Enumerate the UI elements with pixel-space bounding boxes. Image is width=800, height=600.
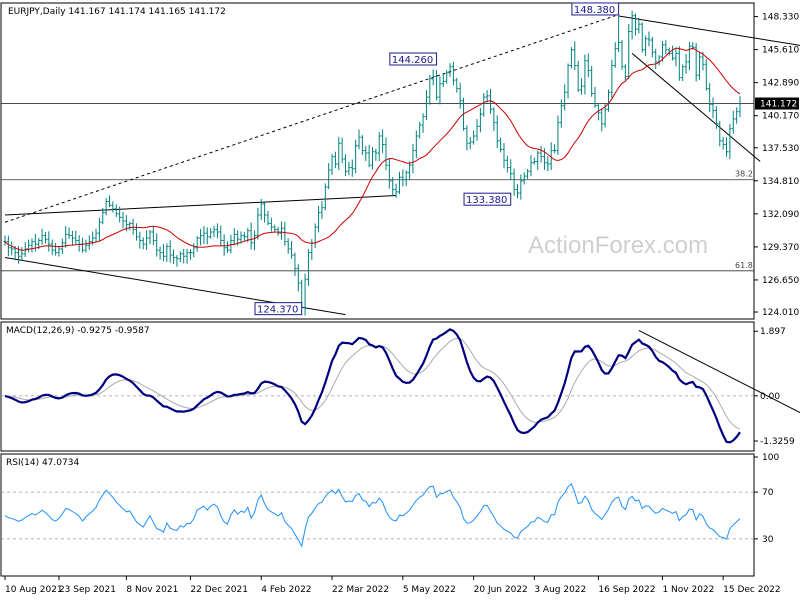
price-annotation-box [254, 302, 303, 316]
price-axis-label: 124.010 [762, 308, 799, 318]
date-axis-label: 22 Dec 2021 [190, 585, 248, 595]
date-axis-label: 4 Feb 2022 [261, 585, 311, 595]
date-axis-label: 22 Mar 2022 [332, 585, 389, 595]
price-annotation-box [463, 192, 512, 206]
fibonacci-level-label: 61.8 [735, 261, 753, 270]
date-axis-label: 1 Nov 2022 [662, 585, 714, 595]
price-axis-label: 145.610 [762, 46, 799, 56]
macd-axis-label: 0.00 [760, 392, 780, 402]
date-axis-label: 8 Nov 2021 [126, 585, 178, 595]
macd-pane [0, 321, 755, 452]
date-axis-label: 10 Aug 2021 [5, 585, 63, 595]
rsi-axis-label: 100 [762, 453, 779, 463]
price-annotation-box [571, 2, 620, 16]
price-annotation-box [389, 52, 438, 66]
rsi-header: RSI(14) 47.0734 [6, 458, 79, 468]
watermark: ActionForex.com [528, 232, 708, 259]
price-axis-label: 148.330 [762, 13, 799, 23]
price-axis-label: 142.890 [762, 79, 799, 89]
date-axis-label: 23 Sep 2021 [59, 585, 116, 595]
price-annotation-label: 144.260 [392, 55, 433, 66]
rsi-line [4, 483, 741, 548]
price-axis-label: 137.530 [762, 144, 799, 154]
date-axis-label: 20 Jun 2022 [474, 585, 528, 595]
macd-header: MACD(12,26,9) -0.9275 -0.9587 [6, 326, 150, 336]
trendline [4, 15, 616, 223]
price-axis-label: 132.090 [762, 210, 799, 220]
trendline [638, 330, 800, 414]
trendline [631, 52, 761, 162]
trendline [618, 15, 800, 46]
price-annotation-label: 133.380 [466, 195, 507, 206]
macd-axis-label: 1.897 [760, 327, 786, 337]
date-axis-label: 5 May 2022 [403, 585, 456, 595]
rsi-pane [0, 453, 755, 577]
fibonacci-level-label: 38.2 [735, 170, 753, 179]
rsi-axis-label: 70 [762, 488, 774, 498]
price-annotation-label: 124.370 [257, 305, 298, 316]
macd-axis-label: -1.3259 [760, 437, 795, 447]
date-axis-label: 3 Aug 2022 [534, 585, 586, 595]
price-axis-label: 134.810 [762, 177, 799, 187]
moving-average-line [4, 47, 741, 251]
date-axis-label: 16 Sep 2022 [598, 585, 655, 595]
price-axis-label: 129.370 [762, 243, 799, 253]
price-axis-label: 126.650 [762, 276, 799, 286]
macd-line [4, 328, 741, 444]
price-annotation-label: 148.380 [574, 5, 615, 16]
price-header: EURJPY,Daily 141.167 141.174 141.165 141… [8, 7, 226, 17]
rsi-axis-label: 30 [762, 535, 774, 545]
price-axis-label: 140.170 [762, 112, 799, 122]
current-price-label: 141.172 [760, 100, 797, 110]
date-axis-label: 15 Dec 2022 [723, 585, 781, 595]
current-price-tag [755, 97, 799, 110]
trendline [4, 195, 397, 216]
price-pane [0, 2, 755, 320]
